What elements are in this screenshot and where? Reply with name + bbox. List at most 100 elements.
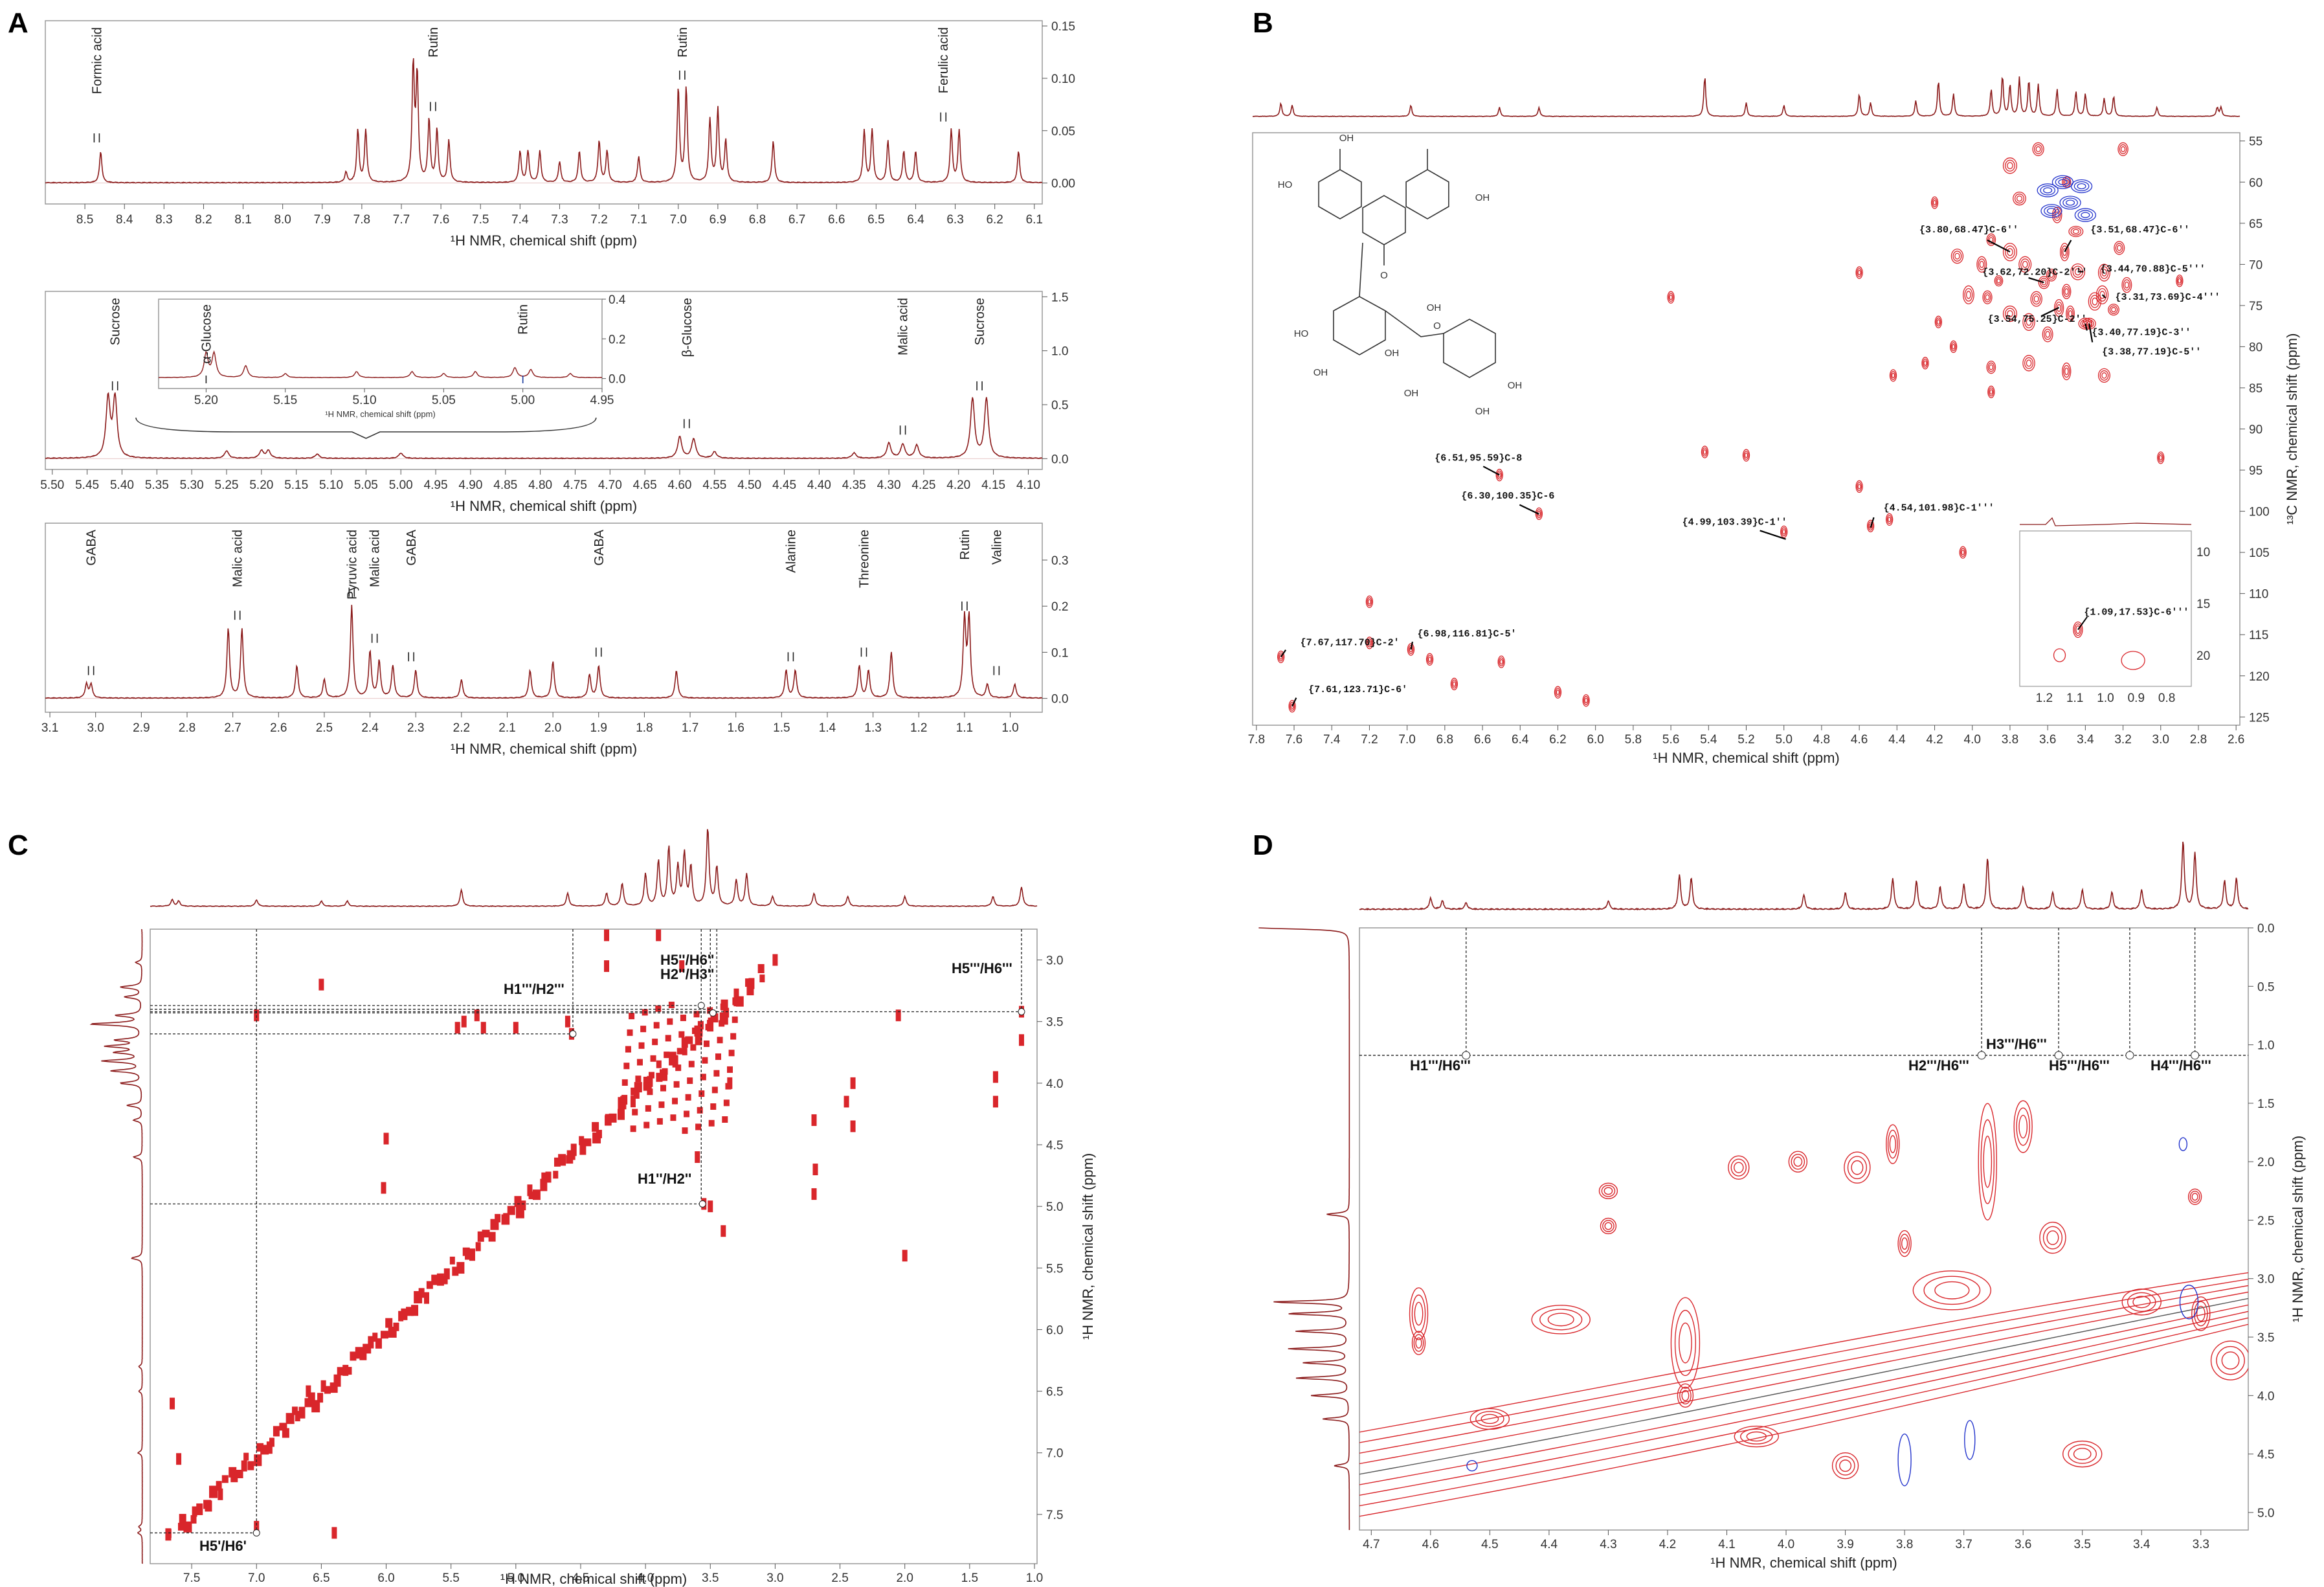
y-tick-label: 85 — [2249, 382, 2263, 396]
diagonal-peak — [229, 1467, 237, 1478]
plot-frame — [150, 929, 1038, 1564]
x-tick-label: 4.4 — [1541, 1538, 1558, 1551]
assignment-marker — [2125, 1051, 2134, 1060]
cross-peak — [2097, 368, 2111, 383]
cross-peak — [1847, 1156, 1867, 1180]
cross-peak — [2061, 245, 2068, 259]
x-tick-label: 1.0 — [1001, 721, 1018, 735]
sugar-cluster-peak — [653, 1022, 660, 1029]
y-tick-label: 75 — [2249, 300, 2263, 313]
x-tick-label: 1.8 — [636, 721, 653, 735]
cross-peak — [318, 978, 324, 991]
negative-peak — [2074, 208, 2097, 222]
peak-assignment-label: {3.40,77.19}C-3'' — [2092, 328, 2191, 339]
cross-peak — [2005, 159, 2015, 172]
cross-peak — [254, 1520, 260, 1533]
inset-compound-label: α-Glucose — [199, 304, 214, 364]
diagonal-peak — [380, 1331, 388, 1339]
x-tick-label: 5.00 — [389, 478, 413, 492]
diagonal-peak — [282, 1428, 289, 1438]
x-tick-label: 7.8 — [353, 213, 370, 227]
sugar-cluster-peak — [664, 1052, 670, 1059]
x-tick-label: 6.6 — [828, 213, 845, 227]
cross-peak — [2005, 245, 2015, 259]
sugar-cluster-peak — [722, 1116, 728, 1123]
diagonal-peak — [681, 1037, 688, 1048]
sugar-cluster-peak — [673, 1081, 680, 1088]
sugar-cluster-peak — [665, 1035, 671, 1042]
diagonal-ridge — [1359, 1304, 2248, 1485]
cross-peak — [1670, 1297, 1701, 1389]
compound-label: Pyruvic acid — [345, 530, 359, 600]
diagonal-peak — [553, 1157, 561, 1167]
cross-peak — [2048, 270, 2055, 280]
cross-peak — [2196, 1305, 2206, 1322]
x-tick-label: 6.9 — [709, 213, 726, 227]
cross-peak — [2013, 192, 2026, 206]
x-tick-label: 5.10 — [319, 478, 343, 492]
cross-peak — [1855, 266, 1863, 279]
cross-peak — [2101, 269, 2107, 276]
diagonal-peak — [423, 1292, 429, 1304]
sugar-cluster-peak — [676, 1048, 683, 1055]
diagonal-peak — [333, 1374, 341, 1387]
panel-label-b: B — [1253, 7, 1273, 39]
sugar-cluster-peak — [662, 1068, 668, 1075]
cross-peak — [2064, 367, 2069, 376]
x-tick-label: 3.8 — [2002, 733, 2018, 747]
diagonal-ridge — [1359, 1311, 2248, 1496]
cross-peak — [1734, 1162, 1744, 1173]
cross-peak — [1921, 357, 1929, 370]
sugar-cluster-peak — [635, 1075, 642, 1083]
cross-peak — [1887, 1129, 1898, 1159]
inset-cross-peak — [2121, 651, 2145, 670]
inset-x-label: 5.15 — [273, 394, 297, 407]
cross-peak — [383, 1132, 389, 1145]
x-tick-label: 2.9 — [133, 721, 150, 735]
cross-peak — [1452, 681, 1457, 687]
y-tick-label: 100 — [2249, 506, 2270, 519]
cross-peak — [1604, 1222, 1613, 1230]
diagonal-peak — [307, 1392, 315, 1404]
cross-peak — [1886, 1124, 1900, 1164]
inset-compound-label: Rutin — [517, 304, 531, 335]
cross-peak — [850, 1120, 856, 1132]
cross-peak — [2124, 281, 2129, 289]
diagonal-peak — [695, 1035, 702, 1046]
sugar-cluster-peak — [713, 1070, 720, 1077]
cross-peak — [1556, 689, 1560, 695]
sugar-cluster-peak — [720, 1003, 726, 1010]
cross-peak — [2032, 293, 2041, 305]
x-tick-label: 6.8 — [1436, 733, 1453, 747]
cross-peak — [656, 929, 662, 941]
cross-peak — [1791, 1153, 1805, 1170]
cross-peak — [1835, 1456, 1855, 1476]
cross-peak — [2092, 297, 2098, 306]
atom-label: OH — [1404, 388, 1419, 399]
cross-peak — [170, 1397, 175, 1410]
cross-peak — [2073, 1448, 2092, 1461]
rhamnose-ring — [1443, 319, 1496, 378]
x-tick-label: 3.9 — [1837, 1538, 1853, 1551]
cross-peak — [1425, 653, 1434, 666]
sugar-cluster-peak — [632, 1109, 638, 1116]
tocsy-panel: H1'''/H6''' H2'''/H6''' H3'''/H6'''H5'''/H… — [1258, 841, 2306, 1571]
rutin-structure — [1318, 149, 1496, 378]
cross-peak — [604, 960, 610, 973]
diagonal-peak — [320, 1380, 326, 1392]
sugar-cluster-peak — [732, 1016, 738, 1023]
sugar-cluster-peak — [708, 1120, 715, 1127]
cross-peak — [2111, 307, 2116, 313]
cross-peak — [2038, 276, 2050, 289]
cross-peak — [1886, 513, 1894, 526]
y-tick-label: 3.0 — [2257, 1273, 2274, 1287]
x-tick-label: 5.0 — [508, 1571, 524, 1585]
cross-peak — [2022, 355, 2035, 372]
correlation-label: H1'''/H2''' — [504, 981, 564, 997]
diagonal-peak — [355, 1347, 363, 1359]
compound-label: Malic acid — [231, 530, 245, 587]
sugar-cluster-peak — [693, 1011, 700, 1018]
sugar-cluster-peak — [668, 1002, 675, 1009]
x-tick-label: 7.6 — [1286, 733, 1302, 747]
cross-peak — [2015, 194, 2024, 204]
